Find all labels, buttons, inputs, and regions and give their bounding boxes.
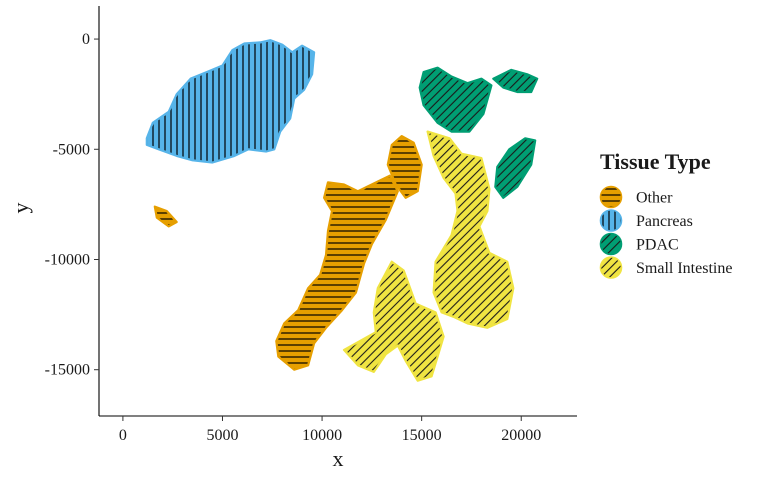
- series-pdac: [418, 66, 539, 199]
- data-regions: [145, 39, 539, 382]
- y-axis-title: y: [8, 203, 33, 214]
- series-other: [153, 135, 423, 371]
- region-pancreas: [145, 39, 316, 164]
- legend-title: Tissue Type: [600, 149, 711, 174]
- legend-key-other: [599, 185, 623, 209]
- axes: 0 5000 10000 15000 20000 0 -5000 -10000 -15000: [45, 6, 577, 444]
- legend-key-pancreas: [599, 209, 623, 232]
- region-other: [153, 205, 178, 228]
- region-pdac: [418, 66, 493, 133]
- legend-key-small-intestine: [599, 256, 623, 279]
- x-tick-label: 5000: [206, 427, 238, 444]
- region-pdac: [492, 68, 539, 94]
- legend-label: Pancreas: [636, 213, 693, 230]
- legend: Tissue Type Other Pancreas PDAC Small Intes…: [599, 149, 732, 279]
- region-other: [386, 135, 423, 199]
- y-tick-label: -5000: [53, 141, 90, 158]
- y-tick-label: 0: [82, 31, 90, 48]
- series-pancreas: [145, 39, 316, 164]
- y-tick-label: -10000: [45, 251, 90, 268]
- series-small-intestine: [342, 130, 515, 382]
- legend-label: PDAC: [636, 237, 679, 254]
- x-tick-label: 0: [119, 427, 127, 444]
- y-tick-label: -15000: [45, 362, 90, 379]
- region-small-intestine: [426, 130, 515, 329]
- region-pdac: [494, 137, 537, 199]
- x-tick-label: 20000: [501, 427, 541, 444]
- legend-label: Other: [636, 190, 673, 207]
- x-tick-label: 15000: [402, 427, 442, 444]
- legend-key-pdac: [599, 232, 623, 256]
- region-small-intestine: [342, 260, 445, 382]
- legend-label: Small Intestine: [636, 260, 732, 277]
- region-other: [275, 174, 399, 371]
- x-tick-label: 10000: [302, 427, 342, 444]
- x-axis-title: x: [333, 446, 344, 471]
